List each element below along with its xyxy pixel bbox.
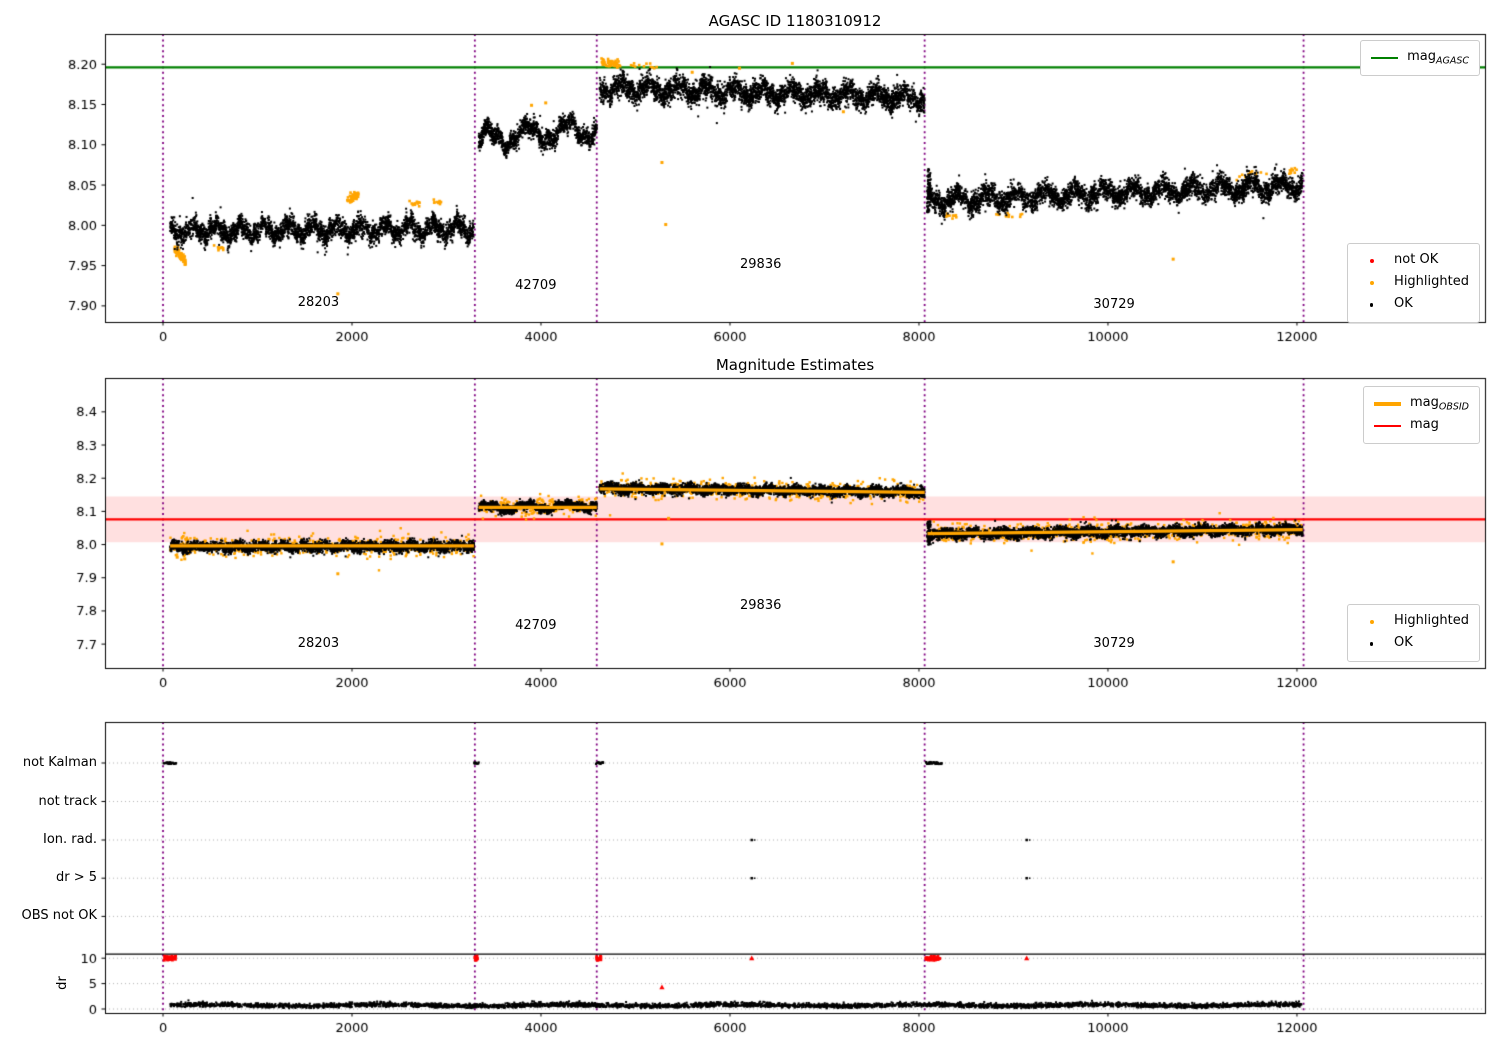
highlighted-dot-swatch [1358, 281, 1385, 285]
legend-mag-lines: magOBSID mag [1362, 386, 1480, 444]
legend-entry: not OK [1358, 250, 1469, 272]
legend-point-types-top: not OK Highlighted OK [1347, 243, 1480, 323]
mag-obsid-line-swatch [1373, 402, 1401, 406]
legend-entry: magOBSID [1373, 393, 1469, 415]
legend-mag-agasc: magAGASC [1360, 40, 1480, 76]
obsid-label-30729: 30729 [1093, 297, 1135, 313]
not-ok-dot-swatch [1358, 259, 1385, 263]
legend-entry: Highlighted [1358, 611, 1469, 633]
middle-chart-title: Magnitude Estimates [715, 356, 875, 374]
highlighted-dot-swatch [1358, 620, 1385, 624]
legend-point-types-middle: Highlighted OK [1347, 604, 1480, 662]
obsid-label-28203: 28203 [297, 295, 340, 311]
obsid-label-42709: 42709 [515, 617, 557, 633]
mag-line-swatch [1373, 424, 1401, 428]
dr-axis-label: dr [55, 976, 70, 990]
flag-label-ion-rad: Ion. rad. [43, 832, 97, 847]
mag-agasc-line-swatch [1371, 56, 1399, 60]
obsid-label-30729: 30729 [1093, 636, 1135, 652]
flag-label-obs-not-ok: OBS not OK [21, 908, 98, 924]
obsid-label-29836: 29836 [740, 256, 782, 272]
flag-label-dr-gt-5: dr > 5 [55, 870, 97, 886]
legend-entry: magAGASC [1371, 47, 1469, 69]
flag-label-not-track: not track [38, 793, 97, 809]
top-chart-title: AGASC ID 1180310912 [708, 12, 882, 30]
legend-entry: Highlighted [1358, 272, 1469, 294]
ok-dot-swatch [1358, 642, 1385, 646]
ok-dot-swatch [1358, 303, 1385, 307]
obsid-label-28203: 28203 [297, 636, 340, 652]
flag-label-not-kalman: not Kalman [22, 755, 97, 770]
obsid-label-42709: 42709 [515, 277, 557, 293]
legend-entry: OK [1358, 294, 1469, 316]
legend-entry: OK [1358, 633, 1469, 655]
legend-entry: mag [1373, 415, 1469, 437]
obsid-label-29836: 29836 [740, 597, 782, 613]
